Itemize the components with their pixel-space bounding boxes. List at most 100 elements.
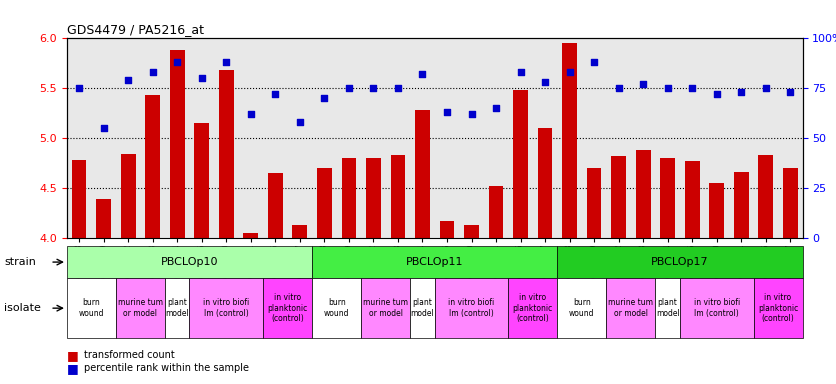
Bar bbox=[342, 158, 356, 238]
Text: murine tum
or model: murine tum or model bbox=[609, 298, 654, 318]
FancyBboxPatch shape bbox=[410, 278, 435, 338]
Point bbox=[244, 111, 257, 118]
Text: in vitro
planktonic
(control): in vitro planktonic (control) bbox=[268, 293, 308, 323]
FancyBboxPatch shape bbox=[655, 278, 680, 338]
Bar bbox=[195, 123, 209, 238]
Point bbox=[146, 69, 160, 75]
Bar bbox=[440, 221, 454, 238]
Point bbox=[710, 91, 723, 98]
Text: burn
wound: burn wound bbox=[324, 298, 349, 318]
FancyBboxPatch shape bbox=[312, 278, 361, 338]
Bar bbox=[293, 225, 307, 238]
FancyBboxPatch shape bbox=[606, 278, 655, 338]
FancyBboxPatch shape bbox=[67, 278, 116, 338]
Point bbox=[268, 91, 282, 98]
Point bbox=[293, 119, 307, 125]
Bar bbox=[758, 155, 773, 238]
Point bbox=[318, 95, 331, 101]
Point bbox=[563, 69, 576, 75]
FancyBboxPatch shape bbox=[558, 246, 803, 278]
Text: ■: ■ bbox=[67, 349, 79, 362]
FancyBboxPatch shape bbox=[165, 278, 190, 338]
Text: murine tum
or model: murine tum or model bbox=[118, 298, 163, 318]
Bar bbox=[734, 172, 748, 238]
Text: PBCLOp10: PBCLOp10 bbox=[161, 257, 218, 267]
Bar bbox=[563, 43, 577, 238]
Text: in vitro
planktonic
(control): in vitro planktonic (control) bbox=[758, 293, 798, 323]
FancyBboxPatch shape bbox=[753, 278, 803, 338]
Point bbox=[489, 105, 502, 111]
Text: isolate: isolate bbox=[4, 303, 41, 313]
Bar bbox=[685, 161, 700, 238]
Bar bbox=[317, 168, 332, 238]
Point bbox=[465, 111, 478, 118]
FancyBboxPatch shape bbox=[558, 278, 606, 338]
Bar bbox=[243, 233, 258, 238]
Text: in vitro biofi
lm (control): in vitro biofi lm (control) bbox=[448, 298, 495, 318]
Text: percentile rank within the sample: percentile rank within the sample bbox=[84, 363, 248, 373]
Point bbox=[342, 85, 355, 91]
Bar bbox=[513, 90, 528, 238]
Point bbox=[97, 125, 110, 131]
Bar bbox=[268, 173, 283, 238]
Bar bbox=[145, 95, 160, 238]
Bar bbox=[366, 158, 380, 238]
Text: strain: strain bbox=[4, 257, 36, 267]
Text: plant
model: plant model bbox=[410, 298, 435, 318]
FancyBboxPatch shape bbox=[680, 278, 753, 338]
Bar bbox=[783, 168, 798, 238]
Bar bbox=[611, 156, 626, 238]
FancyBboxPatch shape bbox=[116, 278, 165, 338]
Point bbox=[121, 77, 135, 83]
FancyBboxPatch shape bbox=[312, 246, 558, 278]
Bar bbox=[464, 225, 479, 238]
FancyBboxPatch shape bbox=[508, 278, 558, 338]
Bar bbox=[489, 186, 503, 238]
Bar bbox=[390, 155, 405, 238]
Text: plant
model: plant model bbox=[166, 298, 189, 318]
FancyBboxPatch shape bbox=[67, 246, 312, 278]
Bar bbox=[415, 110, 430, 238]
Text: plant
model: plant model bbox=[655, 298, 680, 318]
Bar bbox=[96, 199, 111, 238]
Point bbox=[220, 59, 233, 65]
Bar bbox=[170, 50, 185, 238]
Point bbox=[783, 89, 797, 95]
Text: burn
wound: burn wound bbox=[569, 298, 594, 318]
Point bbox=[612, 85, 625, 91]
Point bbox=[759, 85, 772, 91]
Point bbox=[415, 71, 429, 78]
Bar bbox=[636, 150, 650, 238]
Text: transformed count: transformed count bbox=[84, 350, 175, 360]
Point bbox=[171, 59, 184, 65]
Text: PBCLOp17: PBCLOp17 bbox=[651, 257, 709, 267]
Point bbox=[391, 85, 405, 91]
FancyBboxPatch shape bbox=[190, 278, 263, 338]
Bar bbox=[710, 183, 724, 238]
Point bbox=[686, 85, 699, 91]
Bar bbox=[587, 168, 601, 238]
Bar bbox=[72, 160, 86, 238]
Text: burn
wound: burn wound bbox=[79, 298, 104, 318]
Bar bbox=[538, 128, 553, 238]
Bar bbox=[121, 154, 135, 238]
FancyBboxPatch shape bbox=[263, 278, 312, 338]
Text: ■: ■ bbox=[67, 362, 79, 376]
Point bbox=[588, 59, 601, 65]
Text: PBCLOp11: PBCLOp11 bbox=[406, 257, 463, 267]
FancyBboxPatch shape bbox=[435, 278, 508, 338]
Point bbox=[538, 79, 552, 85]
Point bbox=[514, 69, 528, 75]
Text: in vitro biofi
lm (control): in vitro biofi lm (control) bbox=[203, 298, 249, 318]
Text: murine tum
or model: murine tum or model bbox=[363, 298, 408, 318]
FancyBboxPatch shape bbox=[361, 278, 410, 338]
Point bbox=[735, 89, 748, 95]
Text: in vitro biofi
lm (control): in vitro biofi lm (control) bbox=[694, 298, 740, 318]
Bar bbox=[219, 70, 233, 238]
Text: GDS4479 / PA5216_at: GDS4479 / PA5216_at bbox=[67, 23, 204, 36]
Point bbox=[73, 85, 86, 91]
Point bbox=[367, 85, 380, 91]
Point bbox=[195, 75, 208, 81]
Point bbox=[441, 109, 454, 115]
Point bbox=[636, 81, 650, 88]
